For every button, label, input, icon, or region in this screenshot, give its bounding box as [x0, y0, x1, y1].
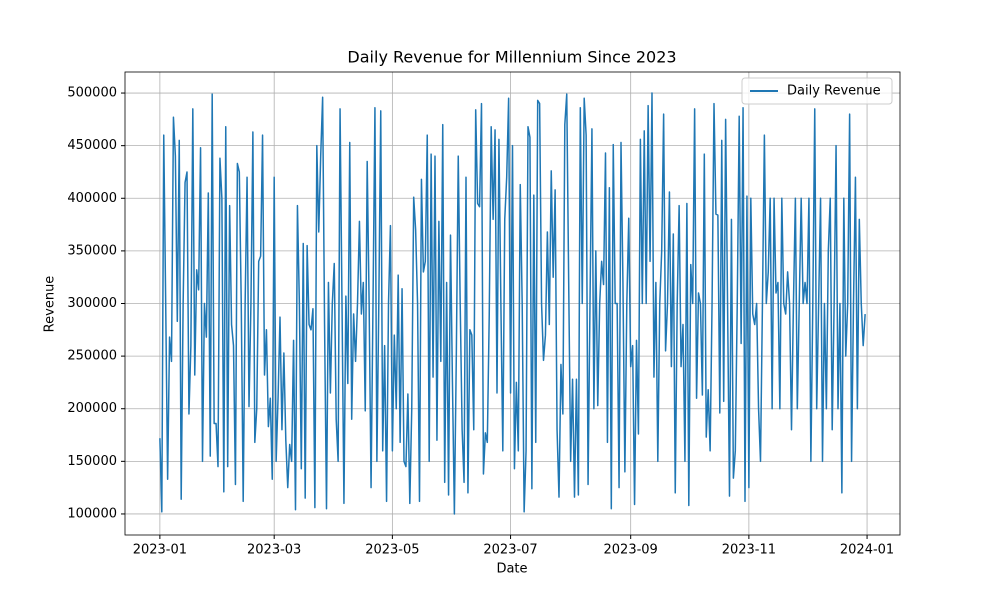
legend-label: Daily Revenue [787, 84, 881, 99]
y-tick-label: 300000 [67, 296, 117, 311]
y-axis-label: Revenue [43, 276, 58, 333]
line-series [159, 92, 866, 515]
x-tick-label: 2023-09 [604, 543, 658, 558]
x-tick-label: 2023-11 [722, 543, 776, 558]
x-tick-label: 2024-01 [840, 543, 894, 558]
y-tick-label: 450000 [67, 138, 117, 153]
y-tick-label: 200000 [67, 401, 117, 416]
x-axis-label: Date [496, 562, 527, 577]
y-tick-label: 100000 [67, 506, 117, 521]
x-tick-label: 2023-03 [247, 543, 301, 558]
y-tick-label: 250000 [67, 349, 117, 364]
x-tick-label: 2023-05 [365, 543, 419, 558]
x-tick-label: 2023-07 [483, 543, 537, 558]
legend: Daily Revenue [741, 77, 893, 105]
y-tick-label: 400000 [67, 191, 117, 206]
y-tick-label: 350000 [67, 243, 117, 258]
y-tick-label: 150000 [67, 454, 117, 469]
y-tick-label: 500000 [67, 86, 117, 101]
legend-box [741, 77, 893, 105]
plot-frame [124, 71, 901, 536]
chart-title: Daily Revenue for Millennium Since 2023 [347, 48, 676, 67]
x-tick-label: 2023-01 [133, 543, 187, 558]
